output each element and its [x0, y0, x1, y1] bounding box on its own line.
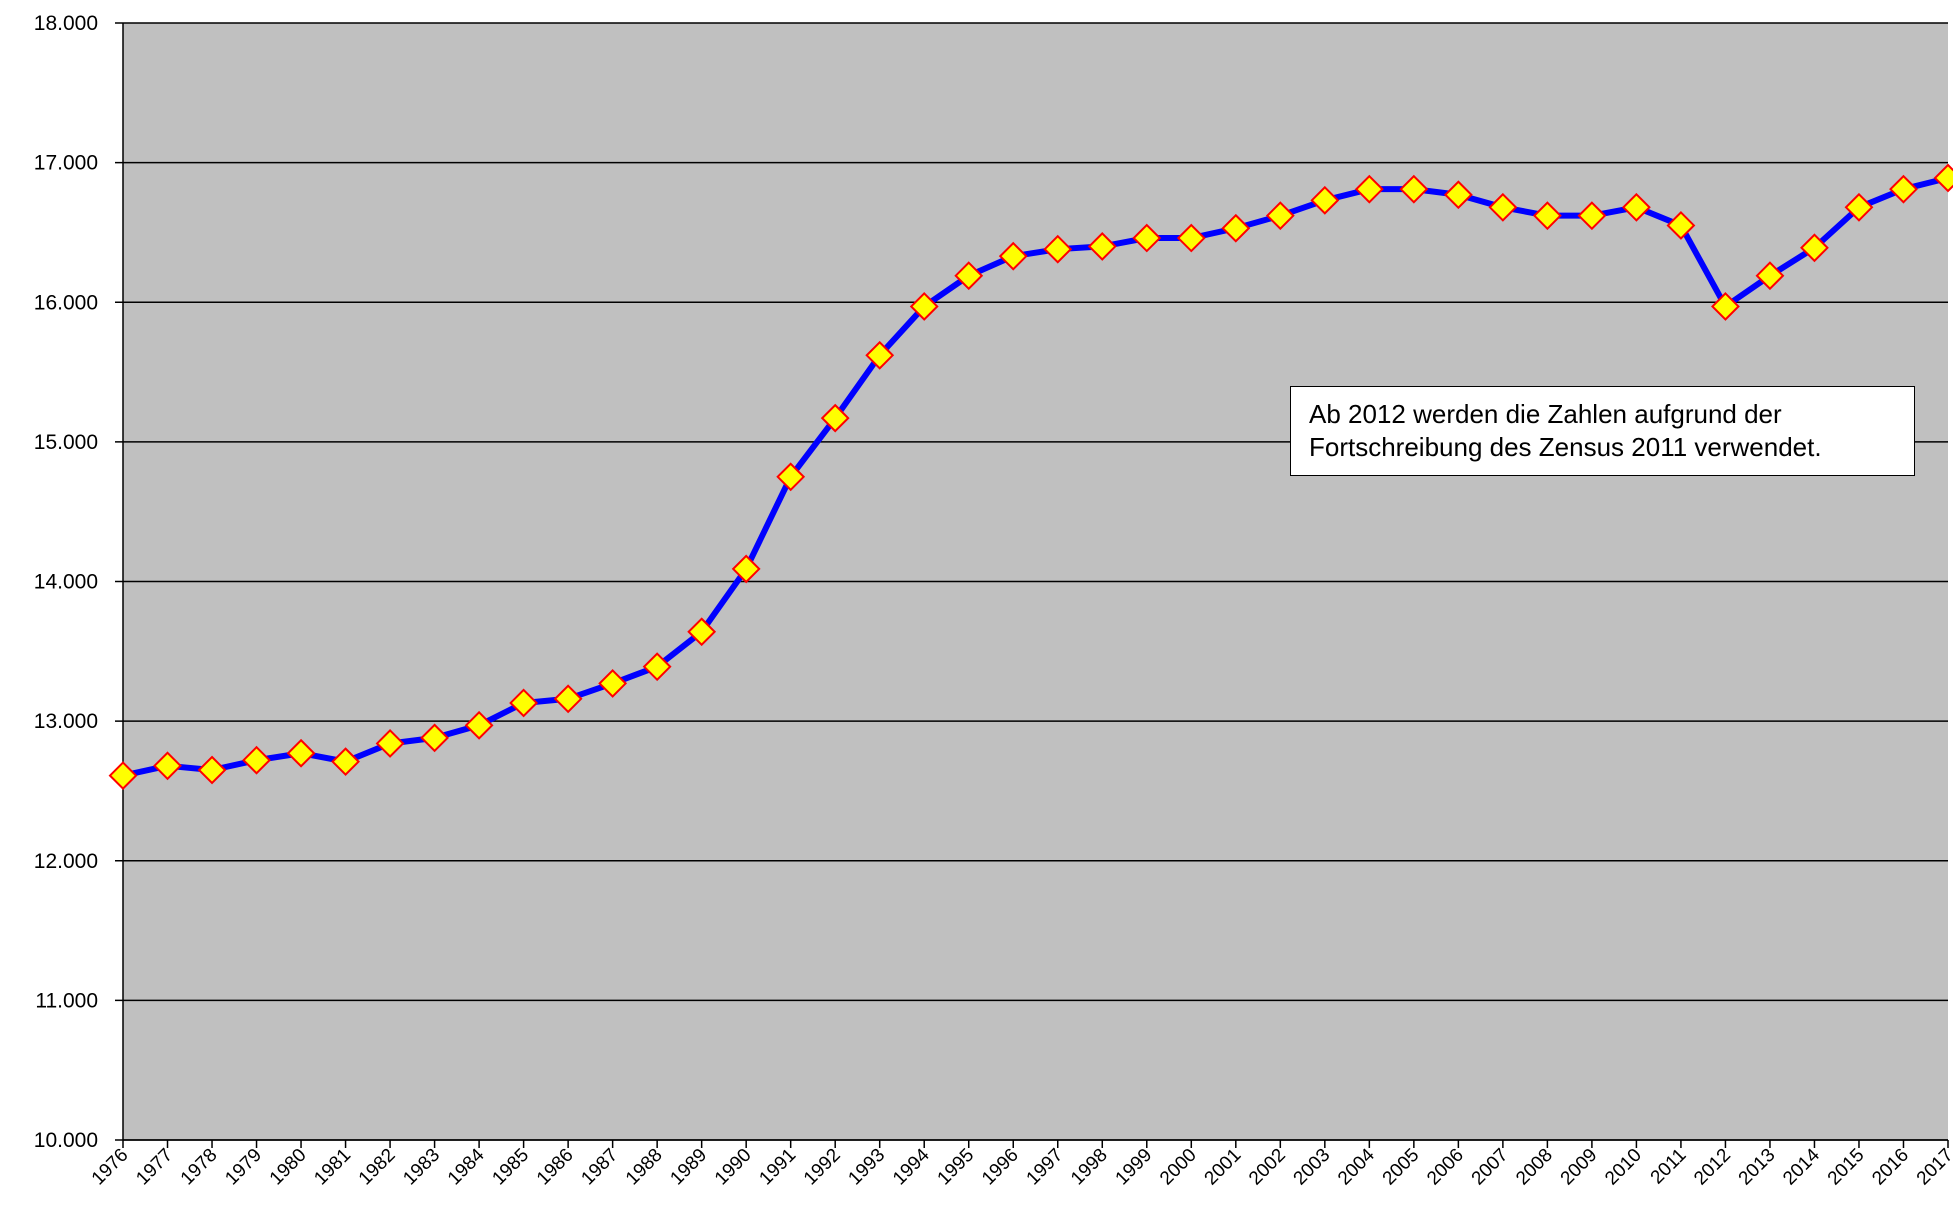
xtick-label: 1982 [355, 1145, 400, 1190]
xtick-label: 1992 [800, 1145, 845, 1190]
data-point-marker [820, 403, 850, 433]
data-point-marker [1889, 174, 1918, 204]
data-point-marker [1622, 192, 1651, 222]
xtick-label: 2010 [1601, 1145, 1646, 1190]
chart-annotation-box: Ab 2012 werden die Zahlen aufgrund der F… [1290, 386, 1915, 476]
xtick-label: 1995 [934, 1145, 979, 1190]
data-point-marker [375, 729, 405, 758]
data-point-marker [108, 761, 138, 790]
data-point-marker [1488, 192, 1518, 222]
data-point-marker [1711, 292, 1740, 321]
xtick-label: 1985 [488, 1145, 533, 1190]
ytick-label: 11.000 [35, 989, 98, 1012]
xtick-label: 1994 [889, 1144, 934, 1189]
xtick-label: 1999 [1112, 1145, 1157, 1190]
data-point-marker [776, 462, 806, 492]
xtick-label: 2002 [1245, 1145, 1290, 1190]
data-point-marker [197, 755, 227, 785]
data-point-marker [464, 710, 494, 740]
ytick-label: 14.000 [34, 571, 98, 594]
data-point-marker [1755, 261, 1785, 291]
xtick-label: 1978 [177, 1145, 222, 1190]
data-point-marker [153, 751, 182, 781]
data-point-marker [1399, 174, 1429, 204]
xtick-label: 1997 [1023, 1145, 1068, 1190]
xtick-label: 1983 [399, 1145, 444, 1190]
data-point-marker [331, 747, 360, 777]
xtick-label: 2014 [1779, 1144, 1824, 1189]
xtick-label: 1984 [444, 1144, 489, 1189]
data-point-marker [954, 261, 984, 291]
xtick-label: 1980 [266, 1145, 311, 1190]
xtick-label: 2011 [1647, 1145, 1691, 1189]
annotation-line-1: Ab 2012 werden die Zahlen aufgrund der [1309, 399, 1782, 429]
data-point-marker [1221, 213, 1251, 243]
xtick-label: 1986 [533, 1145, 578, 1190]
data-point-marker [731, 554, 761, 584]
xtick-label: 2008 [1512, 1145, 1557, 1190]
data-point-marker [642, 652, 672, 682]
xtick-label: 1981 [310, 1145, 355, 1190]
xtick-label: 2009 [1557, 1145, 1602, 1190]
xtick-label: 2007 [1468, 1145, 1513, 1190]
data-point-marker [1087, 231, 1117, 261]
data-point-marker [909, 292, 939, 321]
ytick-label: 13.000 [34, 710, 98, 733]
data-point-marker [1443, 180, 1473, 210]
xtick-label: 2000 [1156, 1145, 1201, 1190]
data-point-marker [1532, 201, 1562, 231]
xtick-label: 2004 [1334, 1144, 1379, 1189]
data-point-marker [1354, 174, 1384, 204]
xtick-label: 2001 [1201, 1145, 1246, 1190]
data-point-marker [242, 745, 271, 775]
xtick-label: 1988 [622, 1145, 667, 1190]
ytick-label: 10.000 [34, 1129, 98, 1152]
data-point-marker [865, 340, 895, 370]
data-point-marker [1265, 201, 1295, 231]
data-point-marker [420, 723, 449, 753]
data-point-marker [687, 617, 717, 647]
data-point-marker [553, 684, 583, 714]
data-point-marker [1844, 192, 1874, 222]
xtick-label: 1991 [755, 1145, 800, 1190]
data-point-marker [1176, 223, 1206, 253]
xtick-label: 1998 [1067, 1145, 1112, 1190]
data-point-marker [509, 688, 539, 718]
xtick-label: 1993 [844, 1145, 889, 1190]
ytick-label: 16.000 [34, 291, 98, 314]
data-point-marker [998, 241, 1028, 271]
xtick-label: 2012 [1690, 1145, 1735, 1190]
xtick-label: 1990 [711, 1145, 756, 1190]
annotation-line-2: Fortschreibung des Zensus 2011 verwendet… [1309, 432, 1822, 462]
data-point-marker [1933, 163, 1953, 193]
xtick-label: 2003 [1290, 1145, 1335, 1190]
xtick-label: 2016 [1868, 1145, 1913, 1190]
ytick-label: 12.000 [34, 850, 98, 873]
data-point-marker [1577, 201, 1607, 231]
ytick-label: 15.000 [34, 431, 98, 454]
data-point-marker [1800, 233, 1829, 263]
xtick-label: 2005 [1379, 1145, 1424, 1190]
data-point-marker [1666, 211, 1696, 240]
xtick-label: 1987 [577, 1145, 622, 1190]
xtick-label: 2017 [1913, 1145, 1953, 1190]
data-point-marker [286, 738, 316, 768]
xtick-label: 2015 [1824, 1145, 1869, 1190]
data-point-marker [1310, 185, 1340, 215]
xtick-label: 1979 [221, 1145, 266, 1190]
ytick-label: 17.000 [34, 152, 98, 175]
xtick-label: 2013 [1735, 1145, 1780, 1190]
data-point-marker [1043, 234, 1073, 264]
data-point-marker [598, 669, 628, 698]
data-point-marker [1132, 223, 1162, 253]
xtick-label: 1996 [978, 1145, 1023, 1190]
ytick-label: 18.000 [34, 12, 98, 35]
xtick-label: 2006 [1423, 1145, 1468, 1190]
xtick-label: 1977 [132, 1145, 177, 1190]
xtick-label: 1989 [666, 1145, 711, 1190]
